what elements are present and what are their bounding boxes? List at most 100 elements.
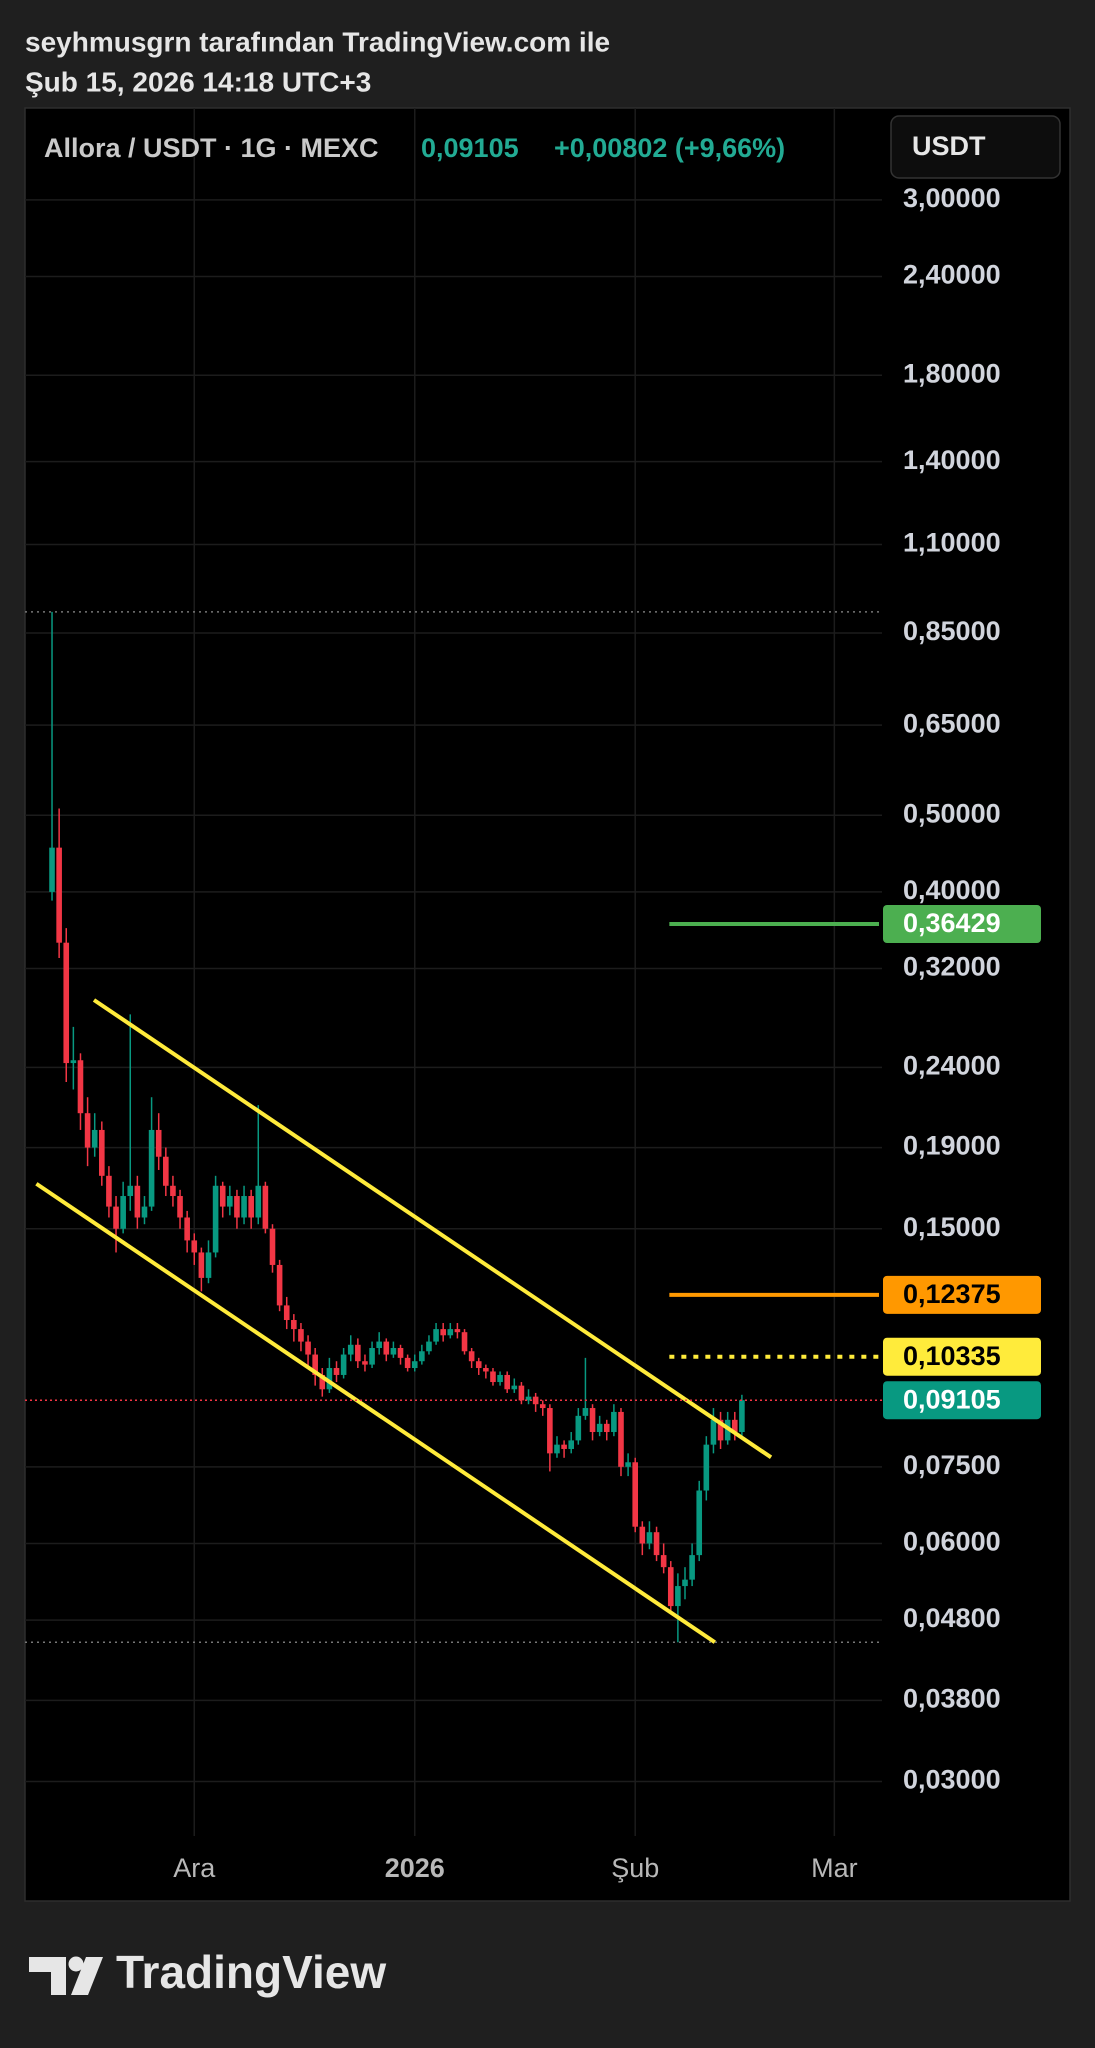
candle-body	[305, 1341, 311, 1355]
y-tick-label: 1,40000	[903, 445, 1001, 475]
candle-body	[383, 1341, 390, 1355]
level-label-box	[883, 1275, 1041, 1314]
candle-body	[84, 1113, 91, 1148]
candle-body	[646, 1532, 653, 1544]
candle-body	[568, 1440, 575, 1449]
candle-body	[262, 1185, 269, 1229]
candle-body	[276, 1264, 283, 1306]
candle-body	[362, 1361, 368, 1365]
candle-body	[170, 1185, 176, 1197]
y-tick-label: 0,07500	[903, 1450, 1001, 1480]
y-tick-label: 2,40000	[903, 260, 1001, 290]
candle-body	[625, 1462, 631, 1467]
candle-body	[660, 1555, 667, 1568]
candle-body	[511, 1385, 518, 1390]
candle-body	[603, 1423, 610, 1433]
candle-body	[426, 1341, 432, 1352]
candle-body	[376, 1341, 382, 1349]
candle-body	[682, 1579, 688, 1587]
brand: TradingView	[116, 1946, 386, 1998]
candle-body	[611, 1411, 617, 1433]
candle-body	[155, 1129, 162, 1157]
candle-body	[483, 1368, 489, 1372]
trendline	[92, 998, 773, 1459]
y-tick-label: 0,19000	[903, 1131, 1001, 1161]
candle-body	[454, 1329, 461, 1333]
candle-body	[554, 1444, 560, 1454]
logo-icon	[68, 1956, 84, 1972]
y-tick-label: 0,03000	[903, 1765, 1001, 1795]
x-tick-label: Şub	[611, 1853, 659, 1883]
currency-button[interactable]	[890, 115, 1061, 179]
candle-body	[539, 1404, 546, 1409]
candle-body	[63, 942, 70, 1064]
logo-icon	[29, 1957, 66, 1995]
trendline	[35, 1182, 716, 1644]
candle-body	[689, 1555, 695, 1580]
y-tick-label: 0,24000	[903, 1050, 1001, 1080]
candle-body	[255, 1185, 262, 1218]
candle-body	[127, 1185, 134, 1197]
candle-body	[77, 1060, 84, 1114]
candle-body	[120, 1196, 126, 1229]
candle-body	[504, 1374, 510, 1390]
plot: Ara 2026 Şub Mar 3,00000 2,40000 1,80000 1,4000…	[25, 108, 1041, 1883]
candle-body	[141, 1206, 148, 1218]
candle-body	[369, 1348, 375, 1365]
candle-body	[113, 1206, 119, 1229]
candle-body	[639, 1526, 646, 1544]
candle-body	[106, 1175, 112, 1207]
y-tick-label: 0,65000	[903, 708, 1001, 738]
candle-body	[70, 1060, 77, 1064]
level-label-box	[883, 905, 1041, 944]
candle-body	[561, 1444, 567, 1449]
candle-body	[596, 1423, 603, 1433]
candle-body	[518, 1385, 525, 1401]
y-tick-label: 0,50000	[903, 798, 1001, 828]
y-tick-label: 0,32000	[903, 952, 1001, 982]
candle-body	[148, 1129, 155, 1207]
candle-body	[241, 1196, 247, 1218]
candle-body	[390, 1348, 397, 1355]
candle-body	[234, 1196, 240, 1218]
candle-body	[49, 847, 55, 892]
candle-body	[703, 1444, 710, 1491]
candle-body	[198, 1252, 205, 1278]
y-tick-label: 0,04800	[903, 1603, 1001, 1633]
candle-body	[298, 1329, 304, 1342]
y-tick-label: 0,85000	[903, 616, 1001, 646]
candle-body	[419, 1351, 425, 1362]
level-label: 0,12375	[903, 1279, 1001, 1309]
candle-body	[589, 1408, 596, 1433]
candle-body	[475, 1361, 482, 1369]
x-tick-label: 2026	[385, 1853, 445, 1883]
candle-body	[717, 1419, 724, 1441]
candle-body	[653, 1532, 660, 1556]
candle-body	[667, 1567, 674, 1607]
candle-body	[525, 1396, 532, 1401]
candle-body	[433, 1329, 439, 1342]
candle-body	[212, 1185, 219, 1253]
candle-body	[461, 1332, 468, 1352]
candle-body	[347, 1344, 354, 1355]
candle-body	[319, 1374, 326, 1390]
candle-body	[404, 1357, 411, 1369]
candle-body	[184, 1217, 190, 1241]
currency-label[interactable]: USDT	[912, 131, 986, 161]
candle-body	[291, 1320, 297, 1330]
candle-body	[248, 1196, 254, 1218]
level-label: 0,36429	[903, 908, 1001, 938]
x-tick-label: Mar	[811, 1853, 858, 1883]
candle-body	[575, 1415, 582, 1441]
y-tick-label: 1,80000	[903, 358, 1001, 388]
candle-body	[618, 1411, 624, 1467]
candle-body	[675, 1586, 681, 1607]
candle-body	[134, 1185, 141, 1218]
candle-body	[163, 1156, 169, 1186]
candle-body	[312, 1354, 318, 1375]
candle-body	[739, 1400, 745, 1433]
candle-body	[731, 1419, 738, 1433]
date-line: Şub 15, 2026 14:18 UTC+3	[25, 66, 371, 97]
candle-body	[547, 1408, 553, 1454]
